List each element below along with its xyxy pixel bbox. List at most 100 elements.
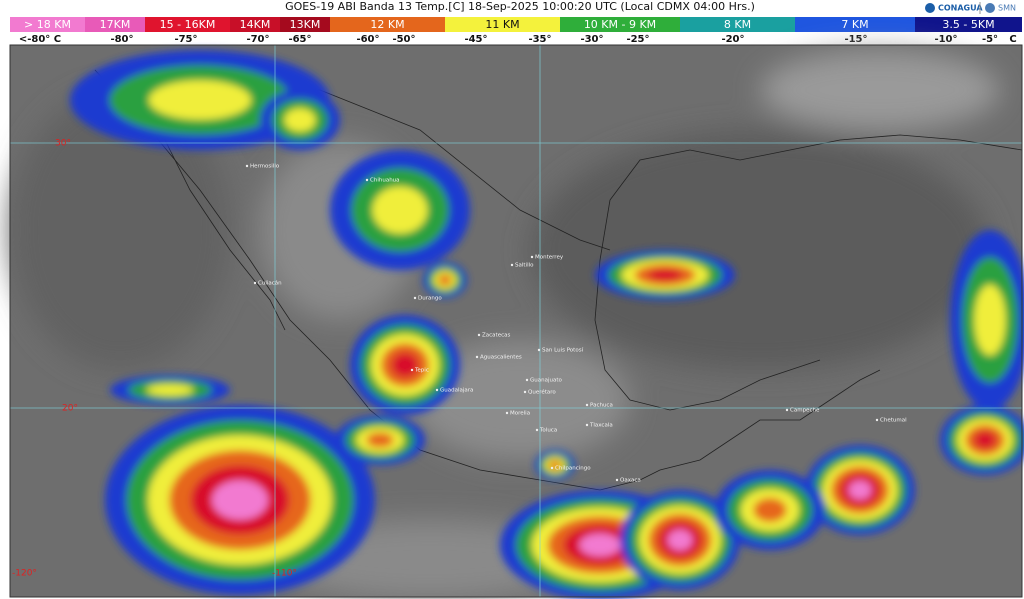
cities: Hermosillo Chihuahua Culiacán Durango Saltil… xyxy=(245,164,907,484)
city-label: Hermosillo xyxy=(250,164,280,170)
city-dot xyxy=(550,466,554,470)
scale-band xyxy=(230,17,280,32)
temperature-label: -5° xyxy=(982,34,998,45)
temperature-label: -15° xyxy=(844,34,867,45)
cloud-layer xyxy=(647,268,683,282)
temperature-label: -35° xyxy=(528,34,551,45)
city-dot xyxy=(785,408,789,412)
city-label: Pachuca xyxy=(590,403,613,409)
scale-band-label: 15 - 16KM xyxy=(160,18,216,31)
cloud-layer xyxy=(366,432,394,448)
cloud-layer xyxy=(284,108,316,132)
grid-label: -110° xyxy=(272,569,297,579)
city-label: Guadalajara xyxy=(440,388,473,394)
scale-band-label: 13KM xyxy=(290,18,321,31)
temperature-label: -25° xyxy=(626,34,649,45)
scale-band-label: 3.5 - 5KM xyxy=(942,18,994,31)
city-dot xyxy=(245,164,249,168)
map: 30° 20° -120° -110° Hermosillo Chihuahua Culi… xyxy=(9,44,1024,599)
scale-band-label: 17KM xyxy=(100,18,131,31)
city-label: Tepic xyxy=(414,368,429,374)
city-label: Monterrey xyxy=(535,255,564,261)
scale-band-label: 12 KM xyxy=(370,18,404,31)
city-label: Toluca xyxy=(539,428,557,434)
city-label: Chetumal xyxy=(880,418,907,424)
city-label: Morelia xyxy=(510,411,530,417)
city-dot xyxy=(477,333,481,337)
logo-conagua: CONAGUA xyxy=(938,4,983,13)
scale-band-label: 8 KM xyxy=(724,18,751,31)
city-dot xyxy=(475,355,479,359)
city-label: Chihuahua xyxy=(370,178,400,184)
city-label: Tlaxcala xyxy=(589,423,613,429)
city-label: San Luis Potosí xyxy=(542,347,584,354)
city-dot xyxy=(585,403,589,407)
cloud-layer xyxy=(372,186,428,234)
cloud-layer xyxy=(146,384,194,396)
cloud-layer xyxy=(667,529,693,551)
scale-band xyxy=(560,17,680,32)
temperature-label: -50° xyxy=(392,34,415,45)
cloud-layer xyxy=(579,533,621,557)
scale-band xyxy=(445,17,560,32)
city-label: Chilpancingo xyxy=(555,466,591,472)
city-dot xyxy=(505,411,509,415)
city-dot xyxy=(525,378,529,382)
cloud-layer xyxy=(212,480,268,520)
scale-band-label: 7 KM xyxy=(841,18,868,31)
city-dot xyxy=(537,348,541,352)
city-dot xyxy=(615,478,619,482)
scale-band xyxy=(795,17,915,32)
cloud-layer xyxy=(974,284,1006,356)
city-dot xyxy=(875,418,879,422)
city-label: Guanajuato xyxy=(530,378,563,384)
city-dot xyxy=(410,368,414,372)
city-dot xyxy=(523,390,527,394)
city-dot xyxy=(535,428,539,432)
scale-band xyxy=(85,17,145,32)
cloud-layer xyxy=(973,431,997,449)
scale-band xyxy=(280,17,330,32)
scale-band-label: 11 KM xyxy=(485,18,519,31)
cloud-layer xyxy=(148,80,252,120)
grid-label: 20° xyxy=(62,404,78,414)
grid-label: 30° xyxy=(55,139,71,149)
city-label: Campeche xyxy=(790,408,820,414)
temperature-label: -75° xyxy=(174,34,197,45)
temperature-label: <-80° C xyxy=(19,34,61,45)
scale-band xyxy=(10,17,85,32)
temperature-scale: <-80° C -80° -75° -70° -65° -60° -50° -45° -35° -… xyxy=(19,34,1017,45)
cloud-layer xyxy=(391,352,419,378)
cloud-layer xyxy=(848,480,872,500)
city-dot xyxy=(585,423,589,427)
city-dot xyxy=(413,296,417,300)
title: GOES-19 ABI Banda 13 Temp.[C] 18-Sep-202… xyxy=(285,0,755,13)
scale-band xyxy=(145,17,230,32)
temperature-label: -65° xyxy=(288,34,311,45)
temperature-label: -80° xyxy=(110,34,133,45)
scale-band-label: 14KM xyxy=(240,18,271,31)
city-label: Durango xyxy=(418,296,442,302)
city-dot xyxy=(365,178,369,182)
city-label: Saltillo xyxy=(515,263,534,269)
city-label: Oaxaca xyxy=(620,478,641,484)
cloud-layer xyxy=(753,497,787,523)
temperature-label: -70° xyxy=(246,34,269,45)
temperature-label: -30° xyxy=(580,34,603,45)
scale-band xyxy=(330,17,445,32)
city-dot xyxy=(435,388,439,392)
logo-smn: SMN xyxy=(998,4,1016,13)
temperature-label: -10° xyxy=(934,34,957,45)
scale-band xyxy=(680,17,795,32)
city-label: Aguascalientes xyxy=(480,355,522,361)
city-label: Culiacán xyxy=(258,280,282,287)
city-dot xyxy=(530,255,534,259)
cloud-layer xyxy=(438,274,452,286)
city-dot xyxy=(253,281,257,285)
grid-labels: 30° 20° -120° -110° xyxy=(12,139,297,579)
logos: CONAGUA SMN xyxy=(925,2,1016,14)
city-label: Zacatecas xyxy=(482,333,510,339)
city-dot xyxy=(510,263,514,267)
temperature-label: -45° xyxy=(464,34,487,45)
